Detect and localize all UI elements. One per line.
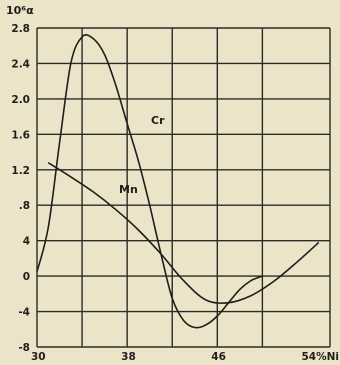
x-tick-label-2: 46 (211, 351, 226, 363)
series-line-mn (47, 162, 320, 304)
y-tick-label-5: .8 (19, 200, 30, 212)
y-tick-label-8: -4 (18, 307, 30, 319)
y-tick-label-7: 0 (23, 271, 30, 283)
x-tick-label-0: 30 (31, 351, 46, 363)
x-tick-label-1: 38 (121, 351, 136, 363)
y-tick-label-4: 1.2 (11, 165, 30, 177)
y-tick-label-3: 1.6 (11, 129, 30, 141)
y-axis-label: 10⁶α (6, 4, 34, 17)
y-tick-label-1: 2.4 (11, 58, 30, 70)
y-tick-label-9: -8 (18, 342, 30, 354)
y-tick-label-2: 2.0 (11, 94, 30, 106)
series-curves (36, 34, 320, 329)
grid (36, 27, 331, 348)
series-label-mn: Mn (119, 183, 138, 196)
x-tick-label-3: 54%Ni (301, 351, 339, 363)
series-line-cr (36, 34, 263, 329)
y-tick-label-6: 4 (23, 236, 30, 248)
y-tick-label-0: 2.8 (11, 23, 30, 35)
series-label-cr: Cr (151, 114, 165, 127)
tick-labels: 2.8 2.4 2.0 1.6 1.2 .8 4 0 -4 -830 38 46 54%Ni (11, 23, 339, 363)
